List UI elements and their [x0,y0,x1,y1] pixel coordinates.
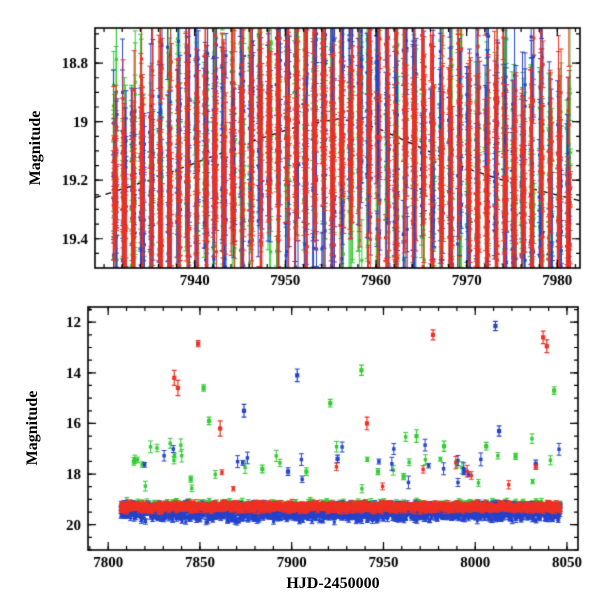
x-axis-label: HJD-2450000 [286,575,380,592]
top-panel-y-axis-label: Magnitude [27,110,44,186]
bottom-panel-y-axis-label: Magnitude [24,390,41,466]
